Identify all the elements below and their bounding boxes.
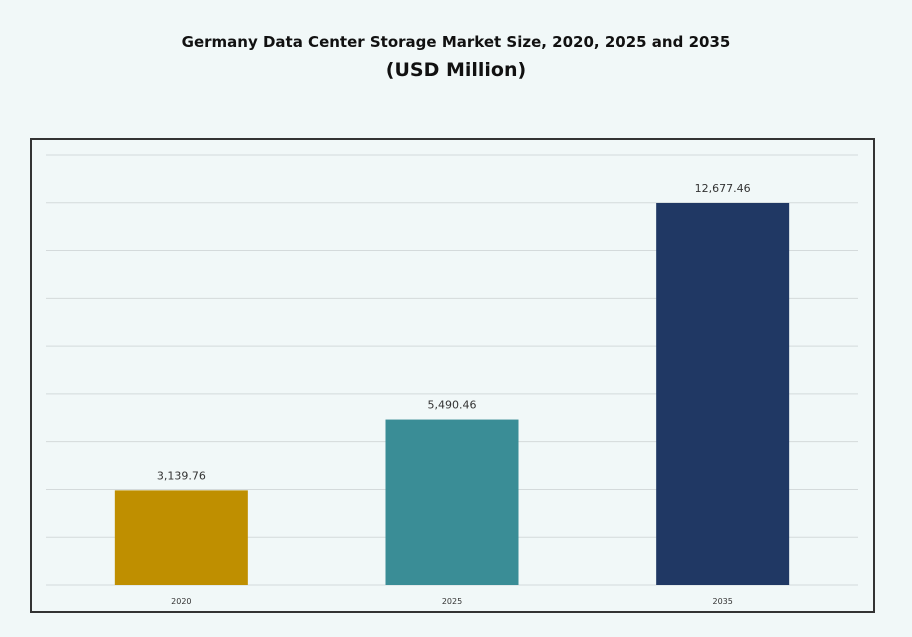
data-label-2020: 3,139.76 — [157, 469, 206, 482]
chart-subtitle: (USD Million) — [385, 59, 527, 81]
data-label-2025: 5,490.46 — [428, 399, 477, 412]
x-tick-label-2025: 2025 — [442, 597, 462, 606]
data-label-2035: 12,677.46 — [695, 182, 751, 195]
x-tick-label-2020: 2020 — [171, 597, 191, 606]
bar-2025 — [385, 419, 519, 585]
x-tick-label-2035: 2035 — [712, 597, 732, 606]
bar-2035 — [656, 202, 790, 586]
chart-title: Germany Data Center Storage Market Size,… — [181, 33, 731, 51]
plot-frame — [30, 138, 875, 613]
bar-2020 — [114, 490, 248, 585]
